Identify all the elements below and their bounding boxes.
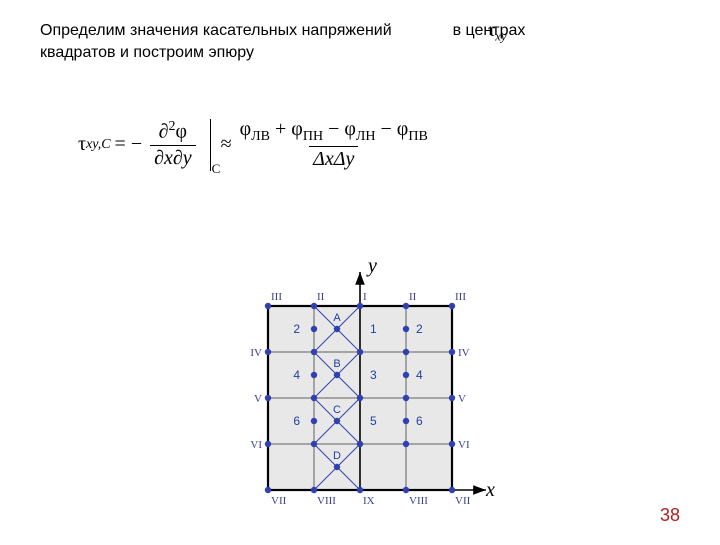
svg-text:x: x (485, 479, 495, 501)
svg-text:II: II (317, 291, 325, 303)
svg-text:6: 6 (416, 414, 423, 428)
svg-text:III: III (271, 291, 282, 303)
svg-text:B: B (333, 358, 340, 370)
grid-svg: xy212434656ABCDIIIIIIIIIIIVIIVIIIIXVIIIV… (0, 0, 720, 540)
svg-text:VII: VII (455, 495, 471, 507)
svg-text:2: 2 (293, 322, 300, 336)
svg-text:y: y (366, 255, 377, 277)
svg-text:IX: IX (363, 495, 375, 507)
page-number: 38 (660, 505, 680, 526)
svg-text:6: 6 (293, 414, 300, 428)
svg-text:VIII: VIII (409, 495, 428, 507)
svg-text:I: I (363, 291, 367, 303)
svg-text:1: 1 (370, 322, 377, 336)
svg-text:III: III (455, 291, 466, 303)
svg-text:V: V (254, 393, 262, 405)
svg-text:3: 3 (370, 368, 377, 382)
svg-text:4: 4 (416, 368, 423, 382)
svg-text:IV: IV (458, 347, 470, 359)
svg-text:2: 2 (416, 322, 423, 336)
svg-text:A: A (333, 312, 341, 324)
svg-text:D: D (333, 450, 341, 462)
svg-text:VI: VI (458, 439, 470, 451)
svg-text:VII: VII (271, 495, 287, 507)
svg-text:C: C (333, 404, 341, 416)
svg-text:4: 4 (293, 368, 300, 382)
svg-text:V: V (458, 393, 466, 405)
svg-text:VIII: VIII (317, 495, 336, 507)
grid-diagram: xy212434656ABCDIIIIIIIIIIIVIIVIIIIXVIIIV… (0, 0, 720, 545)
svg-text:II: II (409, 291, 417, 303)
svg-text:5: 5 (370, 414, 377, 428)
svg-text:VI: VI (250, 439, 262, 451)
svg-text:IV: IV (250, 347, 262, 359)
